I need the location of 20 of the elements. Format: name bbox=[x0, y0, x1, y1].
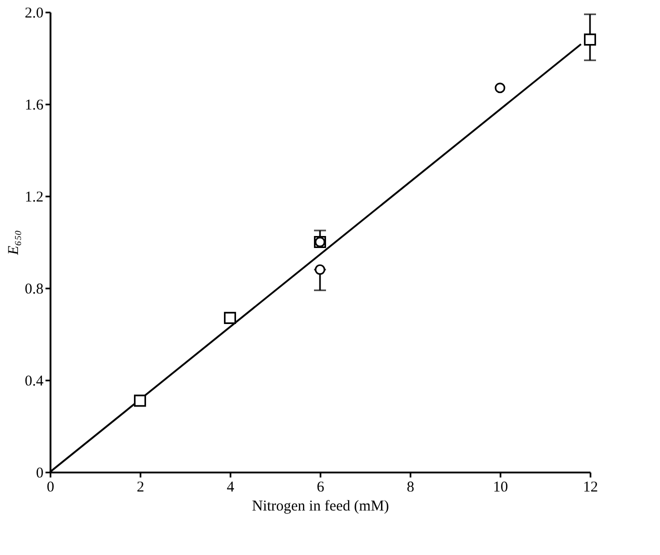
y-tick-label: 2.0 bbox=[24, 6, 44, 22]
x-tick-label: 12 bbox=[583, 480, 598, 496]
x-tick-label: 0 bbox=[46, 480, 54, 496]
x-tick-label: 2 bbox=[136, 480, 144, 496]
y-axis-title: E₆₅₀ bbox=[6, 230, 22, 256]
y-tick-label: 0.4 bbox=[24, 374, 44, 390]
x-axis-title: Nitrogen in feed (mM) bbox=[252, 498, 390, 514]
y-tick-label: 1.6 bbox=[24, 98, 44, 114]
point bbox=[494, 82, 506, 94]
point bbox=[584, 34, 596, 46]
x-tick-label: 10 bbox=[493, 480, 508, 496]
point bbox=[224, 312, 236, 324]
point bbox=[314, 264, 326, 275]
x-tick-label: 8 bbox=[406, 480, 414, 496]
x-tick-label: 4 bbox=[226, 480, 235, 496]
x-tick-label: 6 bbox=[316, 480, 325, 496]
y-tick-label: 0 bbox=[36, 466, 44, 482]
y-tick-label: 0.8 bbox=[24, 282, 44, 298]
point bbox=[134, 394, 146, 407]
y-tick-label: 1.2 bbox=[24, 190, 44, 206]
